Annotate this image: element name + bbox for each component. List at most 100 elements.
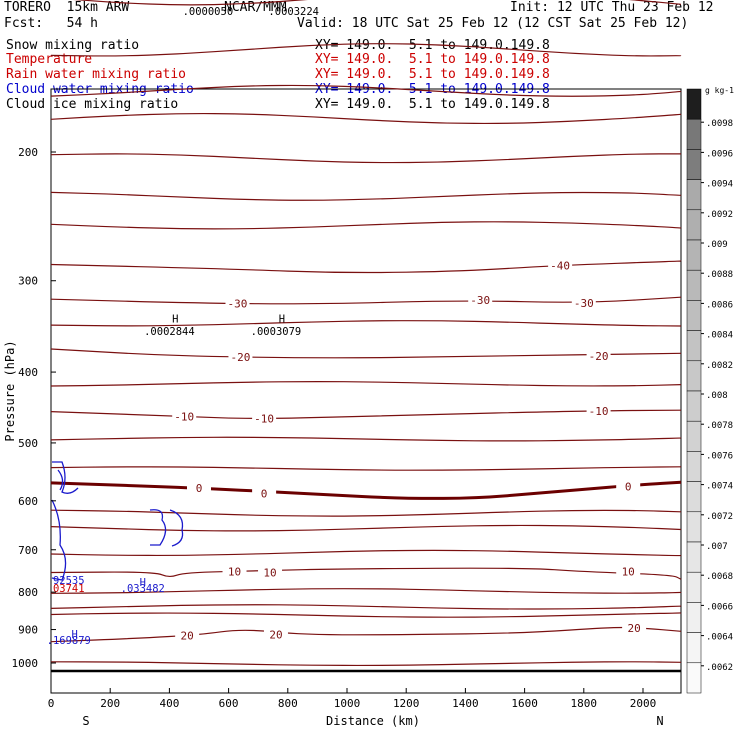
forecast-label: Fcst: 54 h [4, 16, 98, 31]
y-tick-label: 200 [18, 146, 38, 159]
north-label: N [656, 714, 663, 728]
colorbar-tick-label: .0096 [706, 149, 733, 159]
y-tick-label: 800 [18, 586, 38, 599]
isotherm-20 [50, 626, 682, 643]
contour-label-bg [468, 293, 493, 307]
colorbar-tick-label: .0092 [706, 210, 733, 220]
contour-label-bg [172, 409, 197, 423]
field-name: Snow mixing ratio [6, 38, 140, 53]
isotherm-line [50, 221, 682, 230]
colorbar-tick-label: .0064 [706, 633, 733, 643]
y-tick-label: 400 [18, 366, 38, 379]
field-xy: XY= 149.0. 5.1 to 149.0.149.8 [315, 67, 550, 82]
isotherm--10 [50, 409, 682, 419]
extremum-label: .0002844 [144, 326, 195, 338]
colorbar-tick-label: .0098 [706, 119, 733, 129]
contour-label: 20 [181, 629, 194, 642]
colorbar-tick-label: .0086 [706, 300, 733, 310]
field-xy: XY= 149.0. 5.1 to 149.0.149.8 [315, 97, 550, 112]
isotherm-line [50, 153, 681, 164]
contour-label-bg [252, 411, 277, 425]
colorbar-segment [686, 88, 702, 120]
x-tick-label: 2000 [630, 697, 657, 710]
colorbar-segment [686, 602, 702, 633]
y-tick-label: 600 [18, 495, 38, 508]
extremum-label: .0003224 [268, 6, 319, 18]
colorbar-tick-label: .0088 [706, 270, 733, 280]
contour-label: 10 [228, 565, 241, 578]
colorbar-tick-label: .0078 [706, 421, 733, 431]
contour-label-bg [586, 348, 611, 362]
isotherm-line [50, 612, 682, 618]
colorbar-segment [686, 451, 702, 482]
colorbar-segment [686, 149, 702, 180]
isotherm-line [50, 84, 682, 97]
x-tick-label: 800 [278, 697, 298, 710]
contour-label-bg [616, 564, 641, 578]
south-label: S [82, 714, 89, 728]
contour-label: -10 [589, 405, 609, 418]
extremum-label: H [140, 577, 146, 589]
contour-label: -20 [589, 350, 609, 363]
x-tick-label: 1800 [571, 697, 598, 710]
colorbar-tick-label: .009 [706, 240, 728, 250]
colorbar-tick-label: .007 [706, 542, 728, 552]
isotherm--30 [50, 296, 682, 305]
cloud-contours [51, 461, 184, 581]
colorbar-segment [686, 269, 702, 301]
field-xy: XY= 149.0. 5.1 to 149.0.149.8 [315, 38, 550, 53]
extremum-label: .169879 [47, 635, 91, 647]
contour-label-bg [548, 258, 573, 272]
isotherm-line [50, 320, 682, 327]
colorbar-segment [686, 118, 702, 150]
contour-label: 20 [269, 628, 282, 641]
colorbar-segment [686, 209, 702, 241]
isotherm-0 [50, 480, 682, 500]
contour-label-bg [571, 296, 596, 310]
colorbar-segment [686, 390, 702, 422]
contour-label-bg [258, 565, 283, 579]
contour-label-bg [228, 349, 253, 363]
colorbar-tick-label: .0074 [706, 482, 733, 492]
isotherm--40 [50, 260, 682, 274]
cloud-water-contour [51, 499, 67, 581]
isotherm-line [50, 661, 682, 667]
contour-label-bg [263, 627, 288, 641]
colorbar-segment [686, 420, 702, 452]
contour-labels: -40 -30 -30 -30 -20 -20 -10 -10 -10 0 0 0 10 10 10 20 20… [47, 6, 647, 647]
colorbar-tick-label: .0066 [706, 602, 733, 612]
init-label: Init: 12 UTC Thu 23 Feb 12 [510, 0, 714, 15]
colorbar-segment [686, 300, 702, 331]
colorbar-segment [686, 239, 702, 271]
contour-label: -10 [174, 410, 194, 423]
contour-label: -20 [231, 351, 251, 364]
y-tick-label: 300 [18, 275, 38, 288]
extremum-label: 92535 [53, 575, 85, 587]
contour-label-bg [225, 296, 250, 310]
extremum-label: .033482 [121, 583, 165, 595]
x-tick-label: 1000 [334, 697, 361, 710]
contour-label: -30 [574, 297, 594, 310]
contour-label: -10 [254, 413, 274, 426]
x-tick-label: 0 [48, 697, 55, 710]
contour-label-bg [175, 628, 200, 642]
extremum-label: .0000050 [183, 6, 234, 18]
isotherm-line [50, 43, 682, 57]
y-tick-label: 700 [18, 544, 38, 557]
colorbar-segment [686, 632, 702, 664]
colorbar-tick-label: .0072 [706, 512, 733, 522]
colorbar-tick-label: .0062 [706, 663, 733, 673]
cloud-water-contour [52, 461, 79, 494]
isotherm--20 [50, 348, 682, 359]
model-label: TORERO 15km ARW [4, 0, 130, 15]
isotherm-line [50, 466, 682, 471]
temperature-contours [50, 0, 682, 667]
contour-label: -40 [550, 259, 570, 272]
cloud-water-contour [149, 509, 184, 547]
x-axis-label: Distance (km) [326, 714, 420, 728]
y-axis-label: Pressure (hPa) [3, 340, 17, 441]
contour-label: 0 [261, 487, 268, 500]
contour-label-bg [187, 480, 211, 494]
contour-label: 0 [625, 481, 632, 494]
